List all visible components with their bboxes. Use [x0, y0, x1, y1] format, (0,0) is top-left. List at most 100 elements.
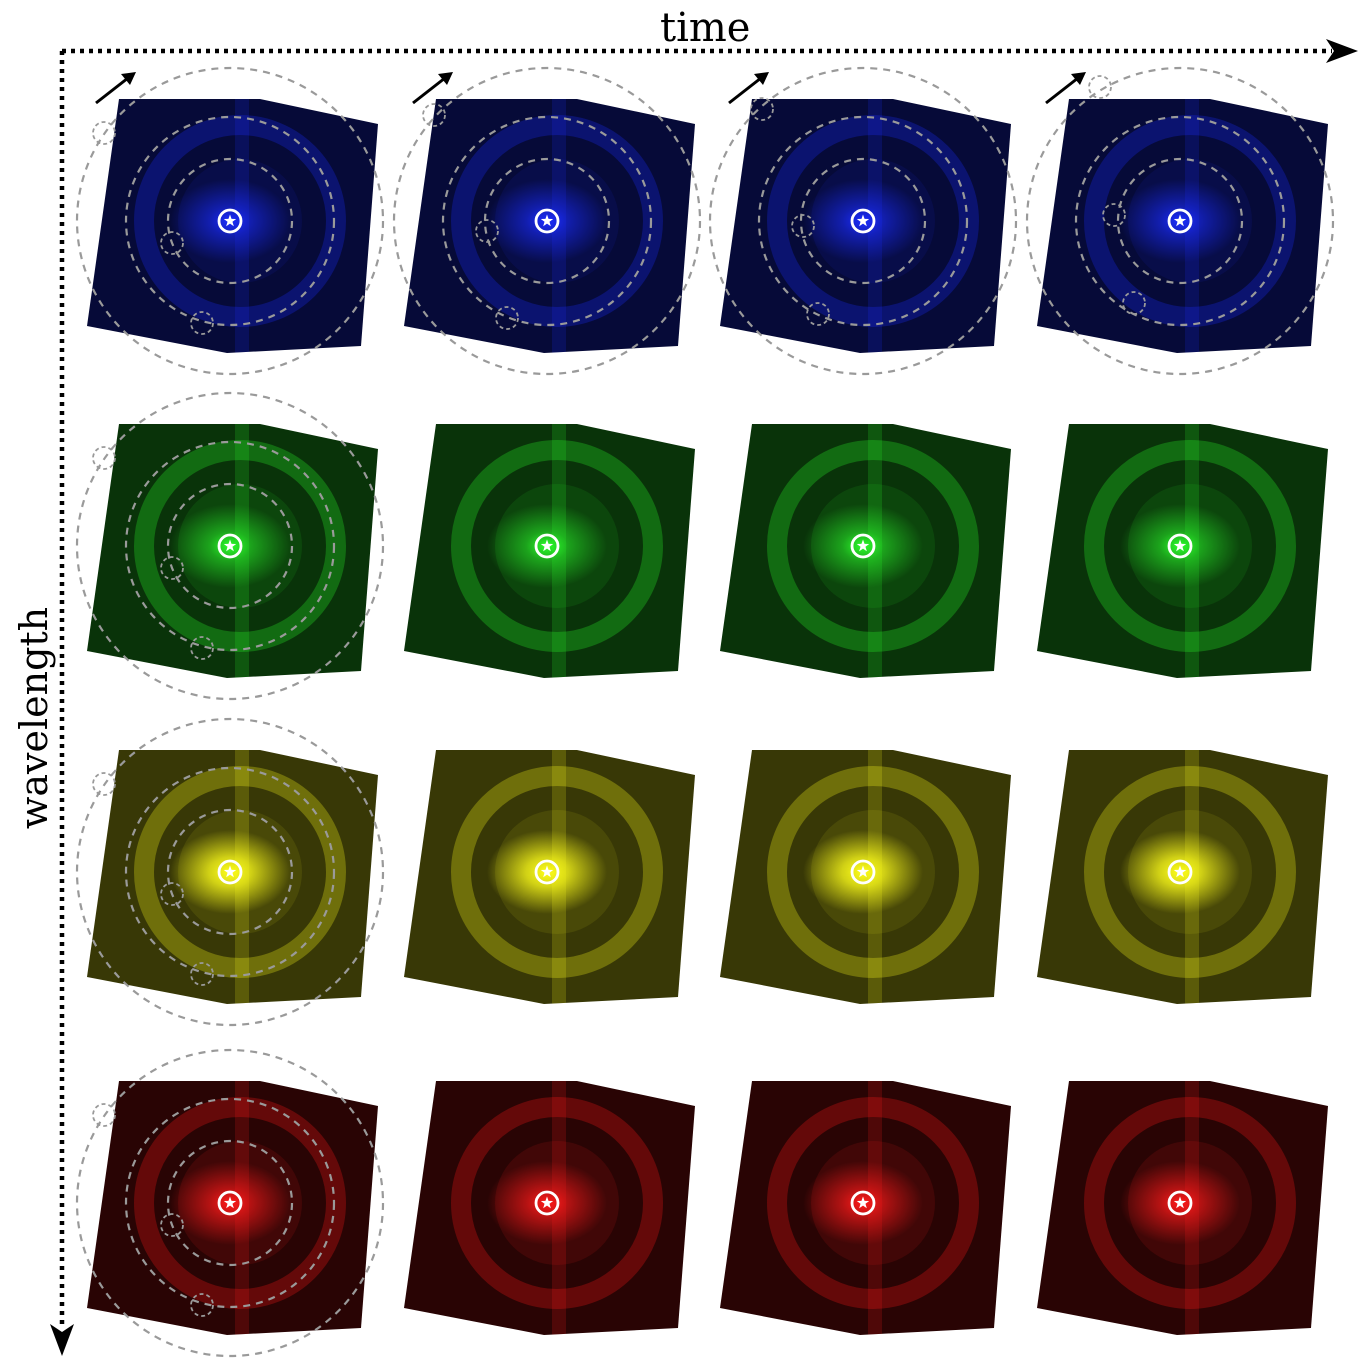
dashed-ring-inner [166, 482, 294, 610]
star-icon [223, 214, 237, 227]
dashed-ring-small [1088, 75, 1112, 99]
star-icon [1173, 1196, 1187, 1209]
dashed-ring-small [190, 636, 214, 660]
time-axis [62, 39, 1358, 63]
panel-blue-t2 [392, 66, 702, 376]
dashed-ring-small [92, 1103, 116, 1127]
dashed-ring-small [92, 772, 116, 796]
star-icon [1173, 539, 1187, 552]
star-marker-ring [1167, 533, 1193, 559]
time-axis-arrowhead [1326, 39, 1358, 63]
arrow-up-right-icon [95, 72, 136, 105]
star-marker-ring [1167, 859, 1193, 885]
dashed-ring-middle [124, 766, 336, 978]
panel-green-t1 [75, 391, 385, 701]
star-icon [856, 539, 870, 552]
dashed-ring-middle [1074, 115, 1286, 327]
wavelength-axis-arrowhead [50, 1324, 74, 1356]
dashed-ring-middle [757, 115, 969, 327]
dashed-ring-outer [708, 66, 1018, 376]
star-icon [1173, 214, 1187, 227]
star-marker-ring [1167, 208, 1193, 234]
dashed-ring-small [190, 1293, 214, 1317]
star-icon [856, 214, 870, 227]
panel-red-t2 [404, 1081, 695, 1335]
dashed-ring-small [495, 306, 519, 330]
dashed-ring-middle [124, 115, 336, 327]
star-marker-ring [1167, 1190, 1193, 1216]
dashed-ring-small [92, 446, 116, 470]
panel-yellow-t4 [1037, 750, 1328, 1004]
star-icon [856, 1196, 870, 1209]
panel-green-t3 [720, 424, 1011, 678]
star-icon [540, 214, 554, 227]
dashed-ring-small [791, 214, 815, 238]
panel-blue-t1 [75, 66, 385, 376]
dashed-ring-outer [1025, 66, 1335, 376]
dashed-ring-middle [124, 1097, 336, 1309]
dashed-ring-small [160, 556, 184, 580]
dashed-ring-outer [75, 1048, 385, 1358]
dashed-ring-small [160, 231, 184, 255]
star-icon [223, 539, 237, 552]
dashed-ring-small [160, 882, 184, 906]
star-marker-ring [850, 1190, 876, 1216]
dashed-ring-outer [75, 66, 385, 376]
dashed-ring-inner [799, 157, 927, 285]
dashed-ring-small [92, 121, 116, 145]
star-icon [540, 865, 554, 878]
star-marker-ring [534, 1190, 560, 1216]
dashed-ring-outer [392, 66, 702, 376]
panel-red-t1 [75, 1048, 385, 1358]
dashed-ring-inner [166, 157, 294, 285]
star-icon [223, 1196, 237, 1209]
panel-blue-t3 [708, 66, 1018, 376]
panel-green-t4 [1037, 424, 1328, 678]
dashed-ring-inner [166, 1139, 294, 1267]
panel-grid [75, 66, 1335, 1358]
dashed-ring-small [1122, 291, 1146, 315]
dashed-ring-outer [75, 391, 385, 701]
dashed-ring-outer [75, 717, 385, 1027]
star-marker-ring [850, 859, 876, 885]
star-marker-ring [217, 208, 243, 234]
dashed-ring-small [750, 97, 774, 121]
dashed-ring-middle [441, 115, 653, 327]
arrow-up-right-icon [1045, 72, 1086, 105]
star-marker-ring [217, 1190, 243, 1216]
dashed-ring-middle [124, 440, 336, 652]
star-icon [856, 865, 870, 878]
star-icon [540, 539, 554, 552]
panel-yellow-t1 [75, 717, 385, 1027]
dashed-ring-small [1102, 203, 1126, 227]
panel-red-t4 [1037, 1081, 1328, 1335]
arrow-up-right-icon [412, 72, 453, 105]
wavelength-axis [50, 51, 74, 1356]
dashed-ring-small [160, 1213, 184, 1237]
star-marker-ring [534, 859, 560, 885]
time-axis-label: time [660, 5, 751, 51]
arrow-up-right-icon [728, 72, 769, 105]
wavelength-axis-label: wavelength [12, 606, 56, 830]
dashed-ring-inner [483, 157, 611, 285]
panel-blue-t4 [1025, 66, 1335, 376]
star-marker-ring [217, 859, 243, 885]
panel-yellow-t2 [404, 750, 695, 1004]
star-icon [223, 865, 237, 878]
star-icon [540, 1196, 554, 1209]
star-marker-ring [850, 208, 876, 234]
dashed-ring-small [190, 311, 214, 335]
dashed-ring-small [422, 103, 446, 127]
dashed-ring-small [806, 302, 830, 326]
star-icon [1173, 865, 1187, 878]
dashed-ring-small [475, 219, 499, 243]
panel-yellow-t3 [720, 750, 1011, 1004]
star-marker-ring [850, 533, 876, 559]
panel-red-t3 [720, 1081, 1011, 1335]
dashed-ring-inner [166, 808, 294, 936]
panel-green-t2 [404, 424, 695, 678]
star-marker-ring [534, 533, 560, 559]
dashed-ring-inner [1116, 157, 1244, 285]
star-marker-ring [534, 208, 560, 234]
